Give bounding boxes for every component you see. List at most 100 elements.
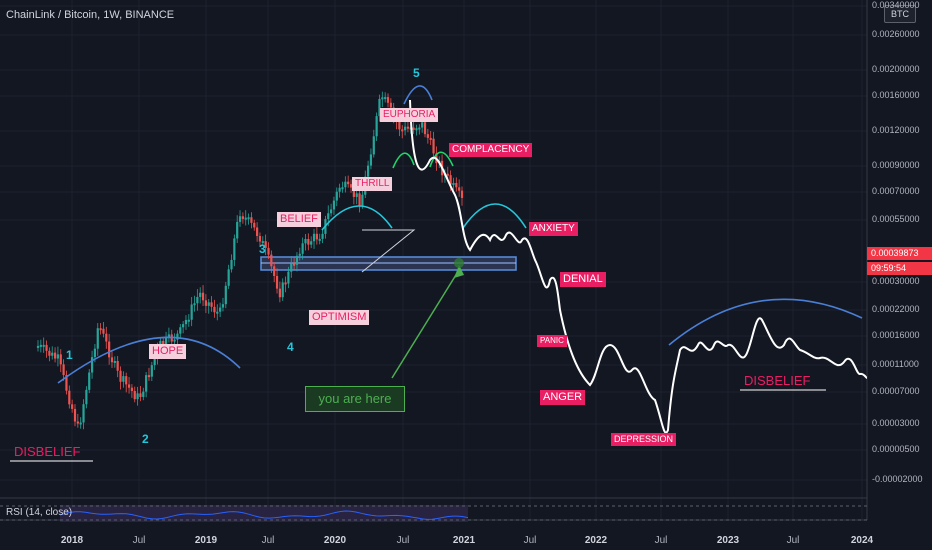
label-disbelief-right: DISBELIEF <box>744 373 811 388</box>
label-anxiety: ANXIETY <box>529 222 578 236</box>
candle-body <box>236 221 239 239</box>
candle-body <box>318 238 321 241</box>
candle-body <box>455 182 458 188</box>
label-anger: ANGER <box>540 390 586 405</box>
candle-body <box>330 209 333 214</box>
arc-disbelief <box>668 298 863 346</box>
candle-body <box>355 193 358 197</box>
candle-body <box>159 340 162 348</box>
arc-hope <box>57 336 241 384</box>
label-belief: BELIEF <box>277 212 321 227</box>
label-disbelief-left: DISBELIEF <box>14 444 81 459</box>
candle-body <box>142 391 145 398</box>
candle-body <box>122 376 125 382</box>
candle-body <box>298 253 301 256</box>
candle-body <box>401 129 404 132</box>
candle-body <box>79 422 82 425</box>
candle-body <box>102 328 105 334</box>
candle-body <box>253 222 256 228</box>
candle-body <box>287 271 290 284</box>
price-axis-tick: 0.00007000 <box>872 386 920 396</box>
time-axis-tick: Jul <box>396 535 410 546</box>
price-axis-tick: 0.00200000 <box>872 64 920 74</box>
candle-body <box>125 376 128 385</box>
candle-body <box>273 266 276 276</box>
candle-body <box>275 275 279 289</box>
candle-body <box>344 181 347 188</box>
candle-body <box>352 187 355 197</box>
arc-complacency <box>429 151 454 168</box>
candle-body <box>398 121 401 130</box>
time-axis-tick: 2021 <box>452 535 476 546</box>
candle-body <box>51 352 54 356</box>
candle-body <box>415 128 418 131</box>
candle-body <box>432 138 435 154</box>
candle-body <box>199 292 202 297</box>
candle-body <box>136 393 139 400</box>
candle-body <box>372 136 375 155</box>
currency-button[interactable]: BTC <box>884 5 916 23</box>
candle-body <box>119 370 122 382</box>
candle-body <box>113 360 116 363</box>
candle-body <box>230 259 233 270</box>
candle-body <box>210 302 213 307</box>
candle-body <box>418 127 421 130</box>
time-axis-tick: 2024 <box>850 535 874 546</box>
candle-body <box>369 154 373 166</box>
candle-body <box>145 375 148 392</box>
candle-body <box>173 339 176 342</box>
candle-body <box>219 307 222 312</box>
label-euphoria: EUPHORIA <box>380 108 439 122</box>
candle-body <box>133 390 136 400</box>
candle-body <box>460 190 464 198</box>
candle-body <box>381 97 384 100</box>
chart-title: ChainLink / Bitcoin, 1W, BINANCE <box>6 9 175 21</box>
candle-body <box>182 324 185 328</box>
candle-body <box>139 393 142 398</box>
candle-body <box>88 372 91 390</box>
candle-body <box>62 364 65 376</box>
candle-body <box>366 165 370 177</box>
candle-body <box>127 384 131 388</box>
candle-body <box>421 122 424 128</box>
countdown-tag: 09:59:54 <box>867 262 932 275</box>
label-thrill: THRILL <box>352 177 393 191</box>
here-marker <box>454 258 464 268</box>
rsi-line <box>59 510 469 520</box>
candle-body <box>244 217 247 220</box>
candle-body <box>267 247 270 255</box>
candle-body <box>179 327 182 334</box>
candle-body <box>307 238 310 245</box>
candle-body <box>335 191 338 201</box>
candle-body <box>71 404 74 409</box>
candle-body <box>312 233 316 242</box>
candle-body <box>176 333 179 340</box>
time-axis-tick: 2023 <box>716 535 740 546</box>
candle-body <box>270 254 273 267</box>
price-axis-tick: 0.00016000 <box>872 330 920 340</box>
chart-grid <box>0 0 867 520</box>
candle-body <box>45 344 48 351</box>
label-optimism: OPTIMISM <box>309 310 370 325</box>
candle-body <box>256 227 259 237</box>
price-axis-tick: 0.00120000 <box>872 125 920 135</box>
candle-body <box>213 306 216 313</box>
candle-body <box>167 334 170 338</box>
price-axis-tick: 0.00000500 <box>872 444 920 454</box>
candle-body <box>105 333 108 342</box>
candle-body <box>406 126 410 129</box>
candle-body <box>224 285 227 305</box>
candle-body <box>315 233 318 240</box>
candle-body <box>290 263 293 272</box>
wave-2-label: 2 <box>142 432 149 446</box>
price-axis-tick: 0.00003000 <box>872 418 920 428</box>
price-axis-tick: 0.00070000 <box>872 186 920 196</box>
time-axis-tick: 2020 <box>323 535 347 546</box>
candle-body <box>233 238 236 260</box>
candle-body <box>341 187 344 190</box>
candle-body <box>99 328 102 331</box>
price-axis-tick: -0.00002000 <box>872 474 923 484</box>
rsi-label[interactable]: RSI (14, close) <box>6 507 73 518</box>
candle-body <box>227 269 230 286</box>
